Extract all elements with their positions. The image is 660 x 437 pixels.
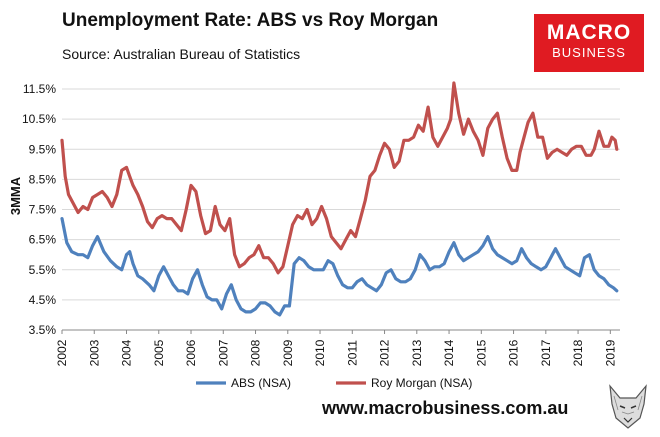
x-tick-label: 2016: [507, 339, 521, 366]
x-tick-label: 2003: [87, 339, 101, 366]
x-tick-labels: 2002 2003 2004 2005 2006 2007 2008 2009 2010 2011…: [55, 330, 617, 366]
x-tick-label: 2002: [55, 339, 69, 366]
logo-line-2: BUSINESS: [552, 45, 626, 60]
wolf-logo-icon: [609, 384, 647, 429]
legend-label-roy-morgan: Roy Morgan (NSA): [371, 376, 472, 390]
y-tick-label: 10.5%: [22, 112, 56, 126]
x-tick-label: 2008: [249, 339, 263, 366]
series-lines: [60, 81, 619, 317]
y-tick-label: 11.5%: [23, 82, 56, 96]
x-tick-label: 2010: [313, 339, 327, 366]
footer-url: www.macrobusiness.com.au: [322, 398, 569, 418]
x-tick-label: 2004: [120, 339, 134, 366]
macrobusiness-logo: MACRO BUSINESS: [534, 14, 644, 72]
x-tick-label: 2013: [410, 339, 424, 366]
series-line-abs: [60, 217, 619, 317]
x-tick-label: 2007: [216, 339, 230, 366]
y-tick-label: 3.5%: [29, 323, 57, 337]
y-tick-label: 4.5%: [29, 293, 57, 307]
y-tick-label: 7.5%: [29, 203, 57, 217]
y-axis-label: 3MMA: [8, 176, 23, 215]
legend-label-abs: ABS (NSA): [231, 376, 291, 390]
y-tick-label: 5.5%: [29, 263, 57, 277]
grid-lines: [62, 88, 620, 301]
chart-subtitle: Source: Australian Bureau of Statistics: [62, 46, 301, 62]
legend: ABS (NSA) Roy Morgan (NSA): [196, 376, 472, 390]
y-tick-label: 6.5%: [29, 233, 57, 247]
series-line-roy-morgan: [60, 81, 619, 275]
y-tick-label: 8.5%: [29, 172, 57, 186]
x-tick-label: 2014: [442, 339, 456, 366]
x-tick-label: 2009: [281, 339, 295, 366]
x-tick-label: 2018: [571, 339, 585, 366]
logo-line-1: MACRO: [546, 21, 632, 44]
x-tick-label: 2005: [152, 339, 166, 366]
chart-title: Unemployment Rate: ABS vs Roy Morgan: [62, 10, 439, 31]
x-tick-label: 2006: [184, 339, 198, 366]
x-tick-label: 2019: [603, 339, 617, 366]
x-tick-label: 2011: [345, 340, 359, 366]
x-tick-label: 2012: [378, 339, 392, 366]
y-tick-label: 9.5%: [29, 142, 57, 156]
x-tick-label: 2015: [474, 339, 488, 366]
x-tick-label: 2017: [539, 339, 553, 366]
y-tick-labels: 3.5% 4.5% 5.5% 6.5% 7.5% 8.5% 9.5% 10.5% 11.5%: [22, 82, 56, 337]
